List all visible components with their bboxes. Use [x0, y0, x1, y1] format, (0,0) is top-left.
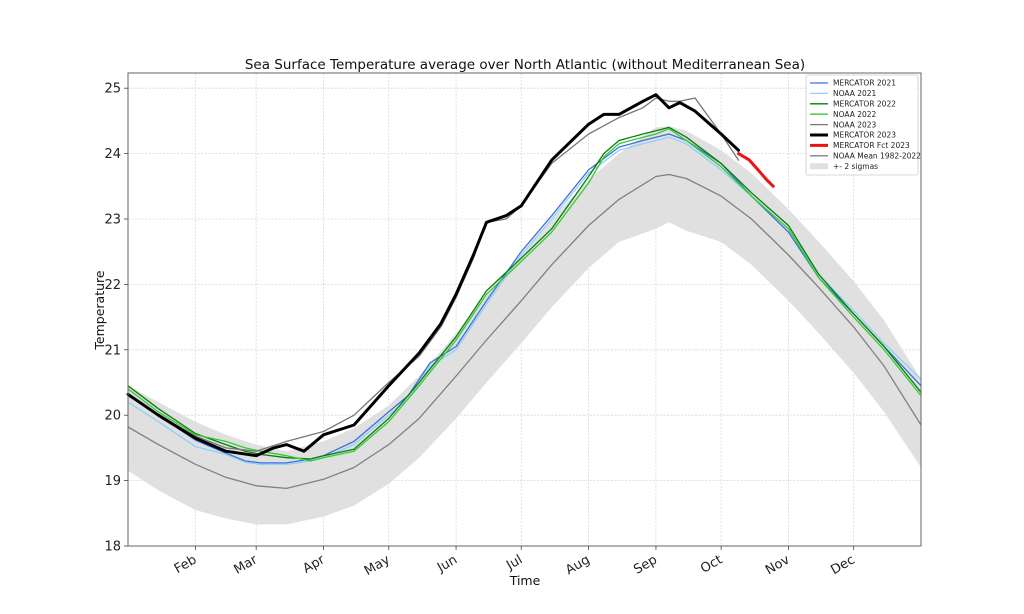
- legend-swatch: [810, 163, 828, 170]
- legend-label: NOAA 2022: [833, 110, 877, 119]
- y-tick-label: 25: [104, 82, 121, 97]
- y-tick-label: 24: [104, 147, 121, 162]
- legend-label: NOAA 2021: [833, 89, 877, 98]
- legend-label: MERCATOR Fct 2023: [833, 141, 910, 150]
- y-tick-label: 21: [104, 343, 121, 358]
- x-tick-label: Jul: [503, 552, 525, 573]
- y-tick-label: 18: [104, 540, 121, 555]
- sigma-band: [128, 126, 921, 525]
- legend-label: MERCATOR 2021: [833, 79, 896, 88]
- legend-label: +- 2 sigmas: [833, 162, 878, 171]
- series-mercator-2023: [126, 93, 740, 458]
- legend-label: NOAA 2023: [833, 120, 877, 129]
- x-tick-label: Sep: [631, 552, 660, 577]
- plot-frame: [127, 72, 922, 547]
- x-tick-label: Jun: [434, 552, 460, 576]
- y-tick-label: 22: [104, 278, 121, 293]
- y-tick-label: 23: [104, 213, 121, 228]
- y-tick-label: 19: [104, 474, 121, 489]
- x-tick-label: Oct: [698, 552, 725, 576]
- sigma-band-area: [128, 126, 921, 525]
- legend-label: MERCATOR 2022: [833, 100, 896, 109]
- x-tick-label: Apr: [301, 552, 329, 577]
- y-tick-label: 20: [104, 409, 121, 424]
- legend-box: [805, 74, 919, 176]
- series-noaa-mean-1982-2022: [127, 173, 922, 490]
- x-axis-label: Time: [509, 573, 541, 588]
- legend-label: MERCATOR 2023: [833, 131, 896, 140]
- x-tick-label: Dec: [828, 552, 857, 578]
- chart-title: Sea Surface Temperature average over Nor…: [245, 57, 805, 73]
- x-tick-label: Nov: [763, 552, 793, 578]
- x-tick-label: Feb: [172, 552, 199, 577]
- series-mercator-fct-2023: [737, 152, 775, 188]
- x-tick-label: Aug: [563, 552, 592, 578]
- x-tick-label: May: [362, 552, 393, 579]
- x-tick-label: Mar: [231, 552, 260, 578]
- y-axis-label: Temperature: [92, 270, 107, 350]
- y-axis-ticks: 18 19 20 21 22 23 24 25: [104, 82, 128, 555]
- legend-label: NOAA Mean 1982-2022: [833, 152, 921, 161]
- series-lines: [126, 93, 922, 490]
